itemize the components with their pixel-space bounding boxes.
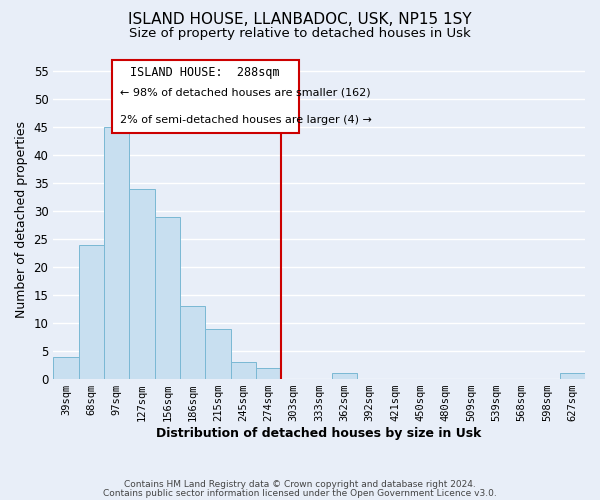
Text: Size of property relative to detached houses in Usk: Size of property relative to detached ho…	[129, 28, 471, 40]
Text: 2% of semi-detached houses are larger (4) →: 2% of semi-detached houses are larger (4…	[119, 114, 371, 124]
Bar	[180, 306, 205, 379]
Text: Contains public sector information licensed under the Open Government Licence v3: Contains public sector information licen…	[103, 489, 497, 498]
Bar	[104, 127, 129, 379]
Text: ISLAND HOUSE:  288sqm: ISLAND HOUSE: 288sqm	[130, 66, 280, 80]
FancyBboxPatch shape	[112, 60, 299, 133]
Bar	[256, 368, 281, 379]
Bar	[205, 328, 230, 379]
X-axis label: Distribution of detached houses by size in Usk: Distribution of detached houses by size …	[157, 427, 482, 440]
Bar	[129, 189, 155, 379]
Bar	[230, 362, 256, 379]
Bar	[155, 216, 180, 379]
Text: ← 98% of detached houses are smaller (162): ← 98% of detached houses are smaller (16…	[119, 88, 370, 98]
Text: Contains HM Land Registry data © Crown copyright and database right 2024.: Contains HM Land Registry data © Crown c…	[124, 480, 476, 489]
Y-axis label: Number of detached properties: Number of detached properties	[15, 121, 28, 318]
Bar	[560, 374, 585, 379]
Bar	[53, 356, 79, 379]
Text: ISLAND HOUSE, LLANBADOC, USK, NP15 1SY: ISLAND HOUSE, LLANBADOC, USK, NP15 1SY	[128, 12, 472, 28]
Bar	[332, 374, 357, 379]
Bar	[79, 244, 104, 379]
